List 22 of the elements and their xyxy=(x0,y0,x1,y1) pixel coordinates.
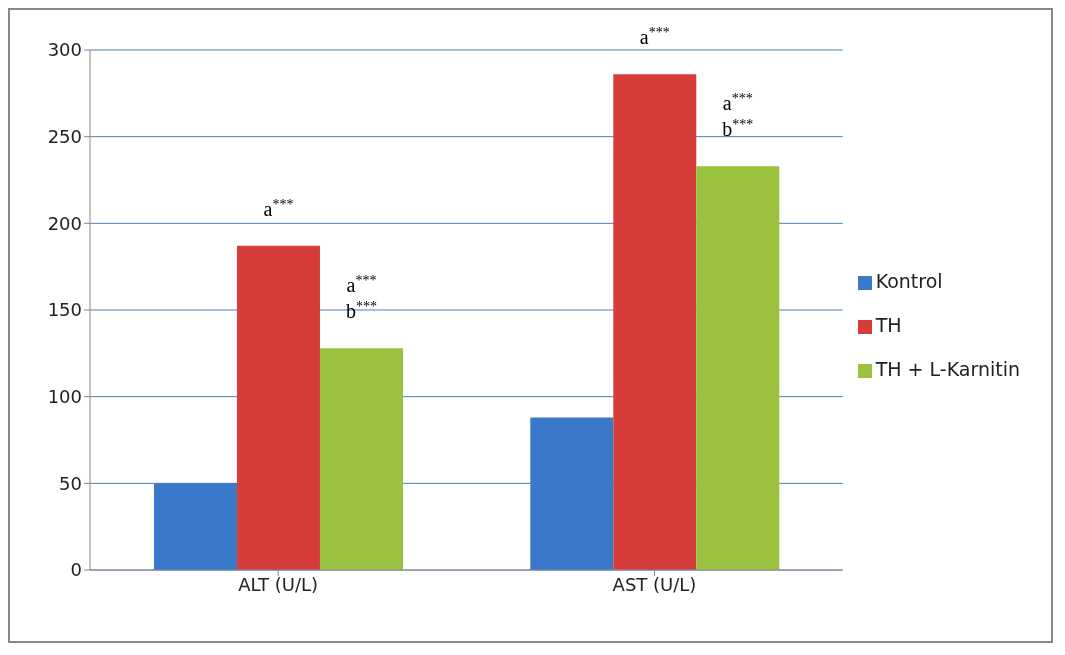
annotation: a$^{***}$ xyxy=(639,24,670,49)
legend-label: TH + L-Karnitin xyxy=(875,358,1020,380)
y-tick-label: 200 xyxy=(47,212,82,234)
bar xyxy=(530,417,614,570)
y-tick-label: 300 xyxy=(47,39,82,61)
annotation: a$^{***}$ b$^{***}$ xyxy=(722,90,754,141)
x-tick-label: ALT (U/L) xyxy=(238,573,319,595)
annotation: a$^{***}$ xyxy=(263,196,294,220)
bar xyxy=(319,348,403,570)
y-tick-label: 250 xyxy=(47,126,82,148)
y-tick-label: 100 xyxy=(47,386,82,408)
legend-label: Kontrol xyxy=(875,270,943,292)
legend-label: TH xyxy=(875,314,902,336)
bar xyxy=(153,483,237,570)
y-tick-label: 50 xyxy=(59,472,82,494)
bar xyxy=(696,166,780,570)
y-tick-label: 150 xyxy=(47,299,82,321)
x-tick-label: AST (U/L) xyxy=(612,573,697,595)
y-tick-label: 0 xyxy=(70,559,82,581)
bar xyxy=(613,74,697,570)
annotation: a$^{***}$ b$^{***}$ xyxy=(345,272,377,323)
bar xyxy=(236,245,320,570)
